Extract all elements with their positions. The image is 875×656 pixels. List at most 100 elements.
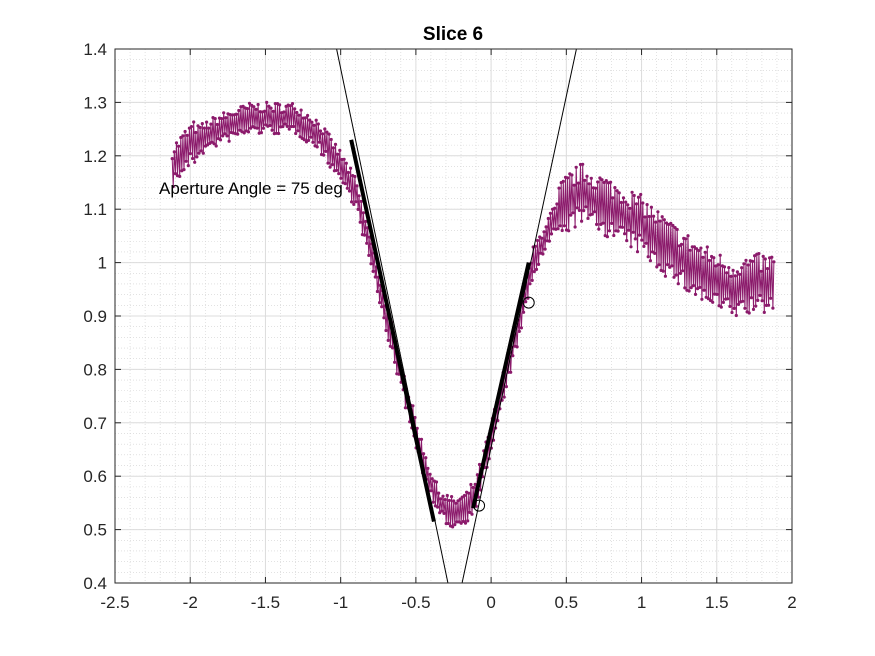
profile-point	[502, 395, 506, 399]
profile-point	[707, 258, 712, 263]
profile-point	[210, 140, 214, 144]
profile-point	[338, 148, 342, 152]
profile-point	[577, 208, 582, 212]
profile-point	[302, 138, 306, 142]
profile-point	[687, 289, 691, 293]
profile-point	[670, 264, 674, 268]
profile-point	[350, 200, 354, 204]
y-tick-label: 1	[98, 254, 107, 273]
profile-point	[199, 149, 203, 153]
profile-point	[355, 184, 359, 188]
profile-point	[357, 194, 361, 198]
profile-point	[188, 152, 192, 156]
profile-point	[544, 225, 548, 229]
profile-point	[674, 273, 678, 277]
profile-point	[296, 129, 300, 133]
profile-point	[259, 131, 263, 135]
profile-point	[695, 247, 699, 251]
profile-point	[601, 221, 605, 225]
profile-point	[691, 284, 696, 288]
profile-point	[356, 207, 360, 211]
profile-point	[445, 493, 449, 498]
profile-point	[170, 157, 174, 161]
profile-point	[693, 292, 698, 296]
profile-point	[205, 120, 209, 124]
profile-point	[189, 125, 194, 129]
profile-point	[553, 206, 557, 210]
profile-point	[289, 124, 293, 129]
profile-point	[734, 313, 738, 318]
profile-point	[697, 249, 701, 253]
profile-point	[193, 160, 197, 164]
profile-point	[647, 214, 651, 219]
profile-point	[254, 107, 258, 111]
profile-point	[288, 104, 292, 108]
profile-point	[742, 262, 746, 266]
y-tick-label: 0.5	[83, 521, 107, 540]
profile-point	[321, 132, 325, 136]
profile-point	[317, 140, 321, 144]
profile-point	[730, 310, 734, 315]
profile-point	[581, 162, 585, 166]
profile-point	[585, 174, 589, 178]
profile-point	[534, 267, 539, 271]
profile-point	[277, 131, 281, 136]
x-axis: -2.5 -2 -1.5 -1 -0.5 0 0.5 1 1.5 2	[100, 49, 797, 612]
profile-point	[467, 491, 471, 495]
profile-point	[267, 104, 271, 108]
profile-point	[595, 222, 599, 226]
profile-point	[323, 127, 327, 131]
profile-point	[429, 489, 433, 493]
profile-point	[378, 301, 382, 305]
profile-point	[278, 103, 282, 107]
profile-point	[454, 501, 458, 505]
profile-point	[182, 168, 186, 172]
profile-point	[592, 210, 597, 214]
profile-point	[172, 150, 176, 154]
profile-point	[628, 206, 632, 210]
profile-point	[686, 234, 690, 238]
series-layer	[170, 49, 776, 583]
profile-point	[646, 255, 650, 259]
profile-point	[271, 109, 275, 113]
profile-point	[754, 304, 758, 308]
profile-point	[314, 118, 318, 122]
profile-point	[331, 146, 335, 150]
profile-point	[413, 415, 417, 420]
profile-point	[346, 170, 350, 175]
profile-point	[224, 116, 228, 120]
profile-point	[758, 293, 762, 297]
profile-point	[371, 269, 375, 273]
profile-point	[227, 139, 231, 143]
profile-point	[640, 238, 644, 242]
profile-point	[740, 266, 744, 270]
profile-point	[703, 250, 707, 254]
x-tick-label: 1	[637, 593, 646, 612]
profile-point	[315, 145, 319, 149]
profile-point	[309, 135, 313, 139]
profile-point	[436, 505, 440, 509]
chart-title: Slice 6	[423, 24, 483, 45]
profile-point	[765, 267, 770, 271]
profile-point	[638, 233, 642, 237]
y-tick-label: 0.8	[83, 360, 107, 379]
profile-point	[294, 131, 298, 136]
profile-point	[213, 117, 217, 121]
profile-point	[571, 211, 575, 215]
profile-point	[285, 124, 289, 128]
profile-point	[283, 122, 287, 126]
profile-point	[558, 224, 562, 228]
profile-point	[616, 229, 620, 233]
profile-point	[547, 239, 552, 243]
profile-point	[215, 122, 219, 127]
profile-point	[716, 263, 720, 267]
profile-point	[470, 512, 474, 516]
profile-point	[221, 134, 225, 138]
profile-point	[195, 155, 199, 159]
profile-point	[555, 202, 559, 206]
y-tick-label: 0.6	[83, 467, 107, 486]
y-axis: 0.4 0.5 0.6 0.7 0.8 0.9 1 1.1 1.2 1.3 1.4	[83, 40, 792, 593]
profile-point	[556, 227, 560, 231]
profile-point	[456, 499, 460, 503]
profile-point	[727, 266, 731, 270]
